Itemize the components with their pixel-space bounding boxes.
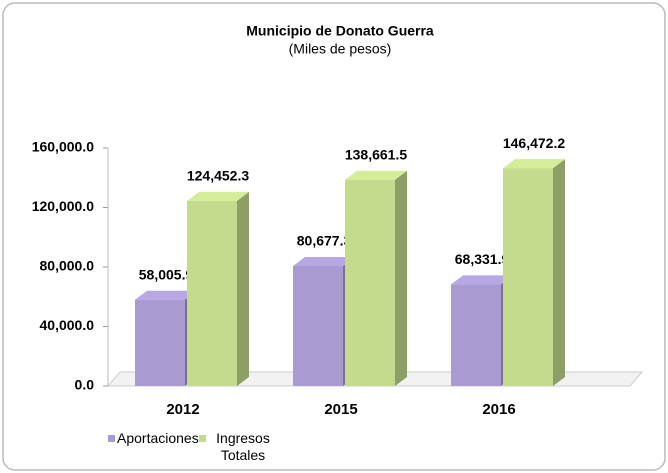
bar (451, 284, 501, 386)
bar-top (503, 159, 565, 169)
bar-top (293, 256, 355, 266)
bar (293, 265, 343, 386)
bar-side (395, 170, 407, 386)
y-tick-label: 120,000.0 (32, 198, 94, 214)
legend-label: Ingresos Totales (216, 430, 270, 463)
y-tick-label: 160,000.0 (32, 139, 94, 155)
x-tick-label: 2012 (166, 401, 199, 418)
data-label: 146,472.2 (503, 135, 565, 151)
bar (503, 168, 553, 386)
bar-top (187, 191, 249, 201)
chart-subtitle: (Miles de pesos) (289, 41, 392, 57)
bar (345, 179, 395, 386)
data-label: 58,005.9 (139, 266, 194, 282)
bar-side (553, 159, 565, 386)
legend-item: Ingresos Totales (199, 430, 278, 464)
bar-top (135, 290, 197, 300)
legend-swatch (199, 435, 206, 442)
chart-title: Municipio de Donato Guerra (246, 23, 434, 39)
bar (187, 200, 237, 386)
data-label: 68,331.9 (455, 251, 510, 267)
x-tick-label: 2016 (482, 401, 515, 418)
y-tick-label: 40,000.0 (40, 317, 95, 333)
y-tick-label: 80,000.0 (40, 258, 95, 274)
data-label: 124,452.3 (187, 168, 249, 184)
bar (135, 299, 185, 386)
bar-top (451, 275, 513, 285)
x-tick-label: 2015 (324, 401, 357, 418)
legend-swatch (108, 435, 115, 442)
data-label: 138,661.5 (345, 146, 407, 162)
legend-label: Aportaciones (117, 430, 199, 446)
legend-item: Aportaciones (108, 430, 199, 464)
bar-side (237, 191, 249, 386)
legend: Aportaciones Ingresos Totales (108, 430, 284, 464)
y-tick-label: 0.0 (75, 377, 95, 393)
bar-top (345, 170, 407, 180)
data-label: 80,677.3 (297, 233, 352, 249)
